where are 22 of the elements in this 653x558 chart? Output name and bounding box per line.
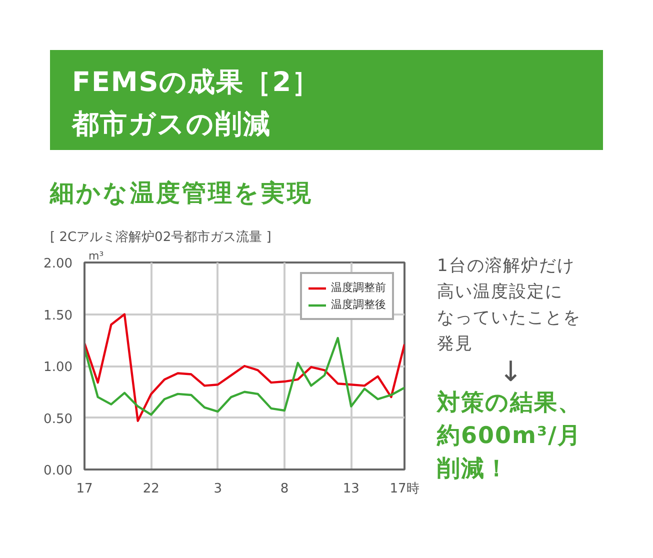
line-series [84,313,404,422]
y-tick-label: 0.00 [44,464,73,478]
chart-subtitle: 細かな温度管理を実現 [50,178,313,209]
y-tick-label: 1.50 [44,308,73,324]
y-tick-label: 1.00 [44,360,73,375]
x-tick-label: 13 [342,482,360,496]
y-tick-label: 0.50 [44,412,73,427]
line-series [84,336,404,416]
text: [ 2Cアルミ溶解炉02号都市ガス流量 ] [50,229,272,247]
y-axis-title: m³ [88,250,104,262]
legend-label: 温度調整後 [331,297,386,312]
text: 1台の溶解炉だけ高い温度設定になっていたことを発見 [437,256,581,354]
chart-title: FEMSの成果［2］都市ガスの削減 [72,66,321,142]
text: ↓ [498,355,524,388]
x-tick-label: 17 [76,482,93,496]
text: 対策の結果、約600m³/月削減！ [437,389,583,484]
x-tick-label: 8 [280,482,289,496]
x-tick-label: 3 [214,482,222,496]
x-tick-label: 22 [142,482,160,496]
y-tick-label: 2.00 [44,256,73,272]
legend-label: 温度調整前 [331,280,386,295]
x-tick-label: 17時 [390,482,420,496]
